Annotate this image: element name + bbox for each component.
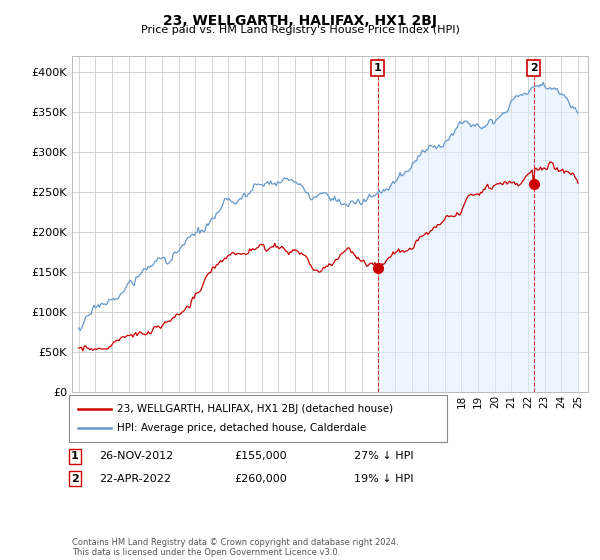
Text: 23, WELLGARTH, HALIFAX, HX1 2BJ: 23, WELLGARTH, HALIFAX, HX1 2BJ	[163, 14, 437, 28]
Text: 26-NOV-2012: 26-NOV-2012	[99, 451, 173, 461]
Text: 23, WELLGARTH, HALIFAX, HX1 2BJ (detached house): 23, WELLGARTH, HALIFAX, HX1 2BJ (detache…	[117, 404, 393, 414]
Text: 2: 2	[71, 474, 79, 484]
Text: Contains HM Land Registry data © Crown copyright and database right 2024.
This d: Contains HM Land Registry data © Crown c…	[72, 538, 398, 557]
Text: Price paid vs. HM Land Registry's House Price Index (HPI): Price paid vs. HM Land Registry's House …	[140, 25, 460, 35]
Text: £260,000: £260,000	[234, 474, 287, 484]
Text: 27% ↓ HPI: 27% ↓ HPI	[354, 451, 413, 461]
Text: 1: 1	[374, 63, 382, 73]
Text: 1: 1	[71, 451, 79, 461]
Text: HPI: Average price, detached house, Calderdale: HPI: Average price, detached house, Cald…	[117, 423, 366, 433]
Text: 19% ↓ HPI: 19% ↓ HPI	[354, 474, 413, 484]
Text: 22-APR-2022: 22-APR-2022	[99, 474, 171, 484]
Text: £155,000: £155,000	[234, 451, 287, 461]
Text: 2: 2	[530, 63, 538, 73]
